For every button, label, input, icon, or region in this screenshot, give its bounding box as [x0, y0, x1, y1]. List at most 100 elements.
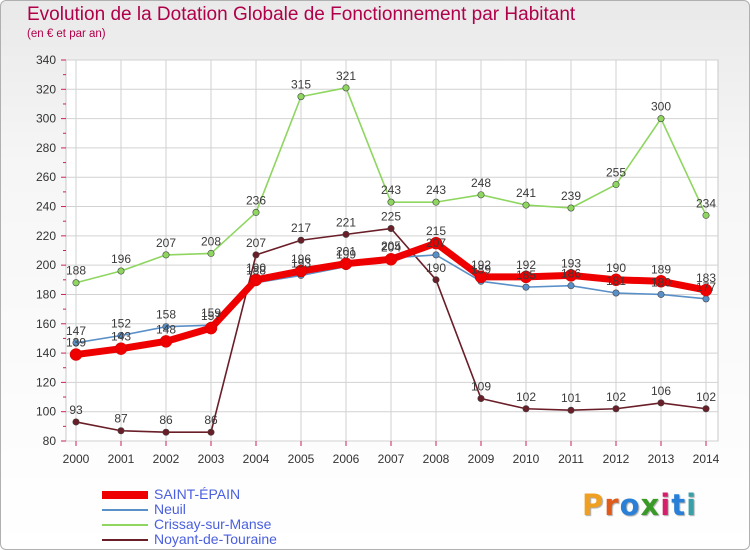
data-label: 148: [156, 322, 176, 336]
data-point: [519, 270, 533, 284]
data-point: [567, 204, 575, 212]
data-point: [162, 428, 170, 436]
data-label: 177: [696, 280, 716, 294]
data-point: [564, 269, 578, 282]
data-label: 139: [66, 336, 86, 350]
data-label: 158: [156, 308, 176, 322]
data-point: [297, 93, 305, 101]
logo-letter: i: [660, 488, 672, 522]
data-point: [297, 236, 305, 244]
plot-area: [65, 59, 719, 442]
data-label: 207: [426, 236, 446, 250]
data-label: 196: [111, 252, 131, 266]
data-point: [702, 295, 710, 303]
data-label: 190: [426, 261, 446, 275]
chart-title: Evolution de la Dotation Globale de Fonc…: [27, 4, 576, 25]
data-label: 215: [426, 224, 446, 238]
data-point: [162, 323, 170, 331]
data-point: [387, 198, 395, 206]
data-point: [522, 201, 530, 209]
x-tick-label: 2014: [693, 452, 720, 466]
x-tick-label: 2004: [243, 452, 270, 466]
data-point: [69, 348, 83, 361]
data-point: [432, 276, 440, 284]
x-tick-label: 2006: [333, 452, 360, 466]
data-label: 102: [696, 390, 716, 404]
data-point: [657, 290, 665, 298]
y-tick-label: 280: [36, 141, 56, 155]
y-tick-label: 300: [36, 112, 56, 126]
data-label: 221: [336, 215, 356, 229]
data-label: 315: [291, 78, 311, 92]
data-point: [162, 251, 170, 259]
data-label: 109: [471, 380, 491, 394]
data-label: 152: [111, 316, 131, 330]
x-tick-label: 2000: [63, 452, 90, 466]
proxiti-logo: Proxiti: [582, 488, 697, 522]
data-label: 86: [159, 413, 173, 427]
data-point: [384, 253, 398, 266]
data-point: [609, 273, 623, 287]
data-label: 189: [651, 262, 671, 276]
data-label: 102: [606, 390, 626, 404]
chart-subtitle: (en € et par an): [27, 28, 106, 40]
data-point: [702, 405, 710, 413]
x-tick-label: 2007: [378, 452, 405, 466]
y-tick-label: 100: [36, 405, 56, 419]
data-point: [207, 428, 215, 436]
data-label: 243: [381, 183, 401, 197]
data-point: [339, 257, 353, 270]
chart-grid: [65, 59, 719, 442]
data-point: [252, 251, 260, 259]
data-label: 234: [696, 196, 716, 210]
y-tick-label: 340: [36, 53, 56, 67]
logo-letter: r: [604, 488, 620, 522]
data-label: 207: [246, 236, 266, 250]
y-tick-label: 140: [36, 346, 56, 360]
data-label: 188: [246, 264, 266, 278]
x-tick-label: 2003: [198, 452, 225, 466]
data-point: [522, 283, 530, 291]
x-tick-label: 2001: [108, 452, 135, 466]
y-tick-label: 180: [36, 287, 56, 301]
data-point: [72, 279, 80, 287]
legend-label: SAINT-ÉPAIN: [154, 486, 241, 502]
data-point: [657, 115, 665, 123]
data-label: 181: [606, 274, 626, 288]
data-point: [117, 331, 125, 339]
data-point: [477, 191, 485, 199]
data-label: 189: [471, 262, 491, 276]
x-tick-label: 2002: [153, 452, 180, 466]
data-label: 101: [561, 391, 581, 405]
data-label: 102: [516, 390, 536, 404]
data-label: 185: [516, 268, 536, 282]
legend-swatch: [102, 509, 148, 511]
legend-label: Neuil: [154, 501, 186, 517]
data-point: [474, 270, 488, 284]
data-label: 192: [516, 258, 536, 272]
data-point: [72, 418, 80, 426]
logo-letter: o: [619, 488, 641, 522]
y-tick-label: 200: [36, 258, 56, 272]
x-tick-label: 2009: [468, 452, 495, 466]
data-label: 180: [651, 275, 671, 289]
data-point: [207, 249, 215, 257]
data-point: [72, 339, 80, 347]
chart-axes: 80 100 120 140 160 180 200 220 240 260 280 300 320 34…: [36, 53, 720, 466]
data-label: 87: [114, 412, 128, 426]
data-label: 255: [606, 166, 626, 180]
data-label: 225: [381, 210, 401, 224]
y-tick-label: 120: [36, 375, 56, 389]
data-label: 239: [561, 189, 581, 203]
data-label: 193: [561, 256, 581, 270]
data-point: [477, 395, 485, 403]
x-tick-label: 2008: [423, 452, 450, 466]
data-label: 192: [471, 258, 491, 272]
data-point: [342, 230, 350, 238]
data-label: 106: [651, 384, 671, 398]
legend-label: Crissay-sur-Manse: [154, 516, 272, 532]
x-tick-label: 2013: [648, 452, 675, 466]
data-label: 205: [381, 239, 401, 253]
data-point: [522, 405, 530, 413]
